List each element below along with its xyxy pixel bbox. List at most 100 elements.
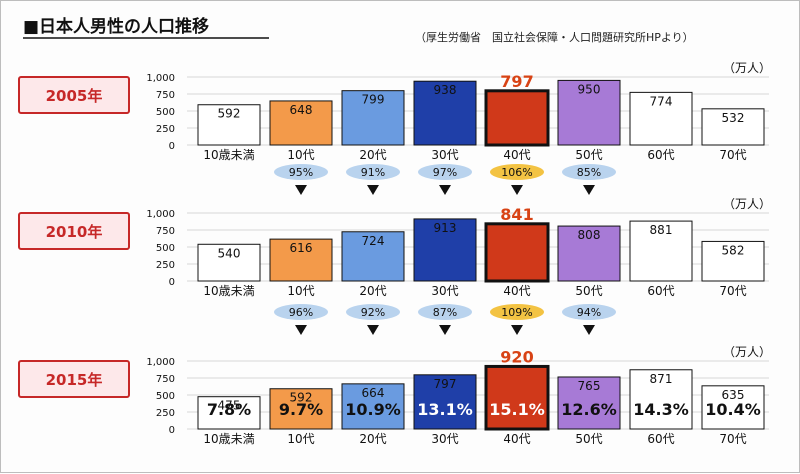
bar <box>701 240 765 282</box>
y-tick-label: 1,000 <box>146 209 175 220</box>
ratio-ellipse <box>274 304 328 320</box>
bar <box>413 374 477 430</box>
y-tick-label: 1,000 <box>146 73 175 84</box>
down-arrow-icon <box>295 185 307 195</box>
bar <box>269 238 333 282</box>
value-label: 808 <box>578 228 601 242</box>
down-arrow-icon <box>367 325 379 335</box>
category-label: 60代 <box>647 284 674 298</box>
category-label: 10歳未満 <box>203 148 254 162</box>
source-note: （厚生労働省 国立社会保障・人口問題研究所HPより） <box>415 30 694 44</box>
down-arrow-icon <box>583 325 595 335</box>
ratio-label: 91% <box>361 166 385 179</box>
value-label: 797 <box>500 72 533 91</box>
value-label: 592 <box>218 107 241 121</box>
down-arrow-icon <box>367 185 379 195</box>
category-label: 50代 <box>575 148 602 162</box>
category-label: 40代 <box>503 148 530 162</box>
y-tick-label: 0 <box>169 141 175 152</box>
share-label: 14.3% <box>633 400 689 419</box>
chart-title: ■日本人男性の人口推移 <box>23 16 209 37</box>
value-label: 540 <box>218 246 241 260</box>
year-box <box>18 212 130 250</box>
category-label: 70代 <box>719 432 746 446</box>
bar <box>629 91 693 146</box>
value-label: 871 <box>650 372 673 386</box>
ratio-ellipse <box>346 304 400 320</box>
category-label: 10代 <box>287 432 314 446</box>
ratio-ellipse <box>562 164 616 180</box>
bar <box>341 90 405 146</box>
category-label: 70代 <box>719 148 746 162</box>
category-label: 10歳未満 <box>203 284 254 298</box>
value-label: 938 <box>434 83 457 97</box>
bar <box>341 231 405 282</box>
down-arrow-icon <box>439 185 451 195</box>
share-label: 9.7% <box>279 400 323 419</box>
category-label: 70代 <box>719 284 746 298</box>
bar <box>557 79 621 146</box>
value-label: 635 <box>722 388 745 402</box>
value-label: 724 <box>362 234 385 248</box>
value-label: 920 <box>500 347 533 366</box>
bar <box>484 364 550 431</box>
down-arrow-icon <box>439 325 451 335</box>
y-tick-label: 1,000 <box>146 357 175 368</box>
down-arrow-icon <box>511 325 523 335</box>
category-label: 30代 <box>431 432 458 446</box>
bar <box>413 218 477 282</box>
ratio-label: 94% <box>577 306 601 319</box>
category-label: 40代 <box>503 432 530 446</box>
unit-label: （万人） <box>723 345 771 359</box>
category-label: 20代 <box>359 432 386 446</box>
value-label: 799 <box>362 93 385 107</box>
bar <box>629 220 693 282</box>
value-label: 774 <box>650 94 673 108</box>
category-label: 60代 <box>647 148 674 162</box>
value-label: 475 <box>218 399 241 413</box>
category-label: 30代 <box>431 284 458 298</box>
category-label: 20代 <box>359 148 386 162</box>
ratio-label: 87% <box>433 306 457 319</box>
ratio-label: 95% <box>289 166 313 179</box>
ratio-ellipse <box>490 164 544 180</box>
value-label: 648 <box>290 103 313 117</box>
ratio-label: 85% <box>577 166 601 179</box>
bar <box>701 108 765 146</box>
down-arrow-icon <box>295 325 307 335</box>
category-label: 10代 <box>287 284 314 298</box>
ratio-ellipse <box>418 164 472 180</box>
value-label: 913 <box>434 221 457 235</box>
bar <box>629 369 693 430</box>
unit-label: （万人） <box>723 197 771 211</box>
down-arrow-icon <box>583 185 595 195</box>
value-label: 881 <box>650 223 673 237</box>
share-label: 13.1% <box>417 400 473 419</box>
category-label: 10歳未満 <box>203 432 254 446</box>
bar <box>557 225 621 282</box>
ratio-label: 92% <box>361 306 385 319</box>
ratio-label: 106% <box>501 166 532 179</box>
y-tick-label: 250 <box>156 408 175 419</box>
y-tick-label: 750 <box>156 226 175 237</box>
y-tick-label: 750 <box>156 90 175 101</box>
y-tick-label: 500 <box>156 107 175 118</box>
year-box <box>18 360 130 398</box>
year-label: 2015年 <box>46 371 103 389</box>
ratio-ellipse <box>346 164 400 180</box>
y-tick-label: 500 <box>156 243 175 254</box>
category-label: 30代 <box>431 148 458 162</box>
share-label: 12.6% <box>561 400 617 419</box>
bar <box>269 100 333 146</box>
bar <box>197 396 261 430</box>
year-box <box>18 76 130 114</box>
year-label: 2010年 <box>46 223 103 241</box>
value-label: 664 <box>362 386 385 400</box>
ratio-label: 97% <box>433 166 457 179</box>
category-label: 60代 <box>647 432 674 446</box>
y-tick-label: 0 <box>169 277 175 288</box>
share-label: 7.8% <box>207 400 251 419</box>
value-label: 616 <box>290 241 313 255</box>
share-label: 15.1% <box>489 400 545 419</box>
